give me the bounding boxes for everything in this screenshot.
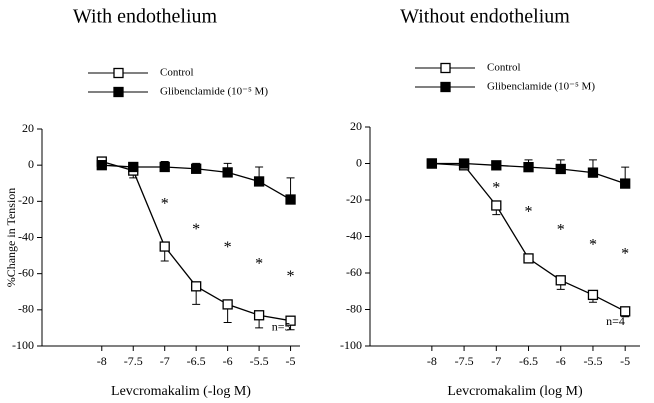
annotation: * — [224, 239, 232, 256]
marker — [523, 253, 534, 264]
y-tick-label: 0 — [28, 157, 34, 171]
legend-marker — [113, 86, 124, 98]
legend-marker — [440, 81, 451, 93]
x-axis-label: Levcromakalim (-log M) — [111, 384, 251, 399]
x-axis-label: Levcromakalim (log M) — [447, 384, 583, 399]
y-tick-label: 0 — [356, 155, 362, 169]
x-tick-label: -8 — [427, 354, 437, 368]
legend-label: Glibenclamide (10⁻⁵ M) — [487, 81, 595, 93]
marker — [191, 163, 202, 174]
marker — [96, 160, 107, 171]
marker — [620, 306, 631, 317]
x-tick-label: -7 — [160, 354, 170, 368]
marker — [222, 167, 233, 178]
y-tick-label: -100 — [12, 338, 34, 352]
x-tick-label: -6.5 — [519, 354, 538, 368]
x-tick-label: -6 — [556, 354, 566, 368]
legend-label: Control — [160, 67, 194, 79]
marker — [253, 310, 265, 321]
legend-label: Control — [487, 62, 521, 74]
x-tick-label: -7.5 — [124, 354, 143, 368]
y-tick-label: -40 — [18, 229, 34, 243]
marker — [555, 163, 566, 175]
marker — [587, 167, 599, 178]
legend-marker — [440, 62, 451, 74]
y-tick-label: 20 — [350, 119, 362, 133]
x-tick-label: -8 — [97, 354, 107, 368]
x-tick-label: -7 — [491, 354, 501, 368]
y-tick-label: -80 — [346, 301, 362, 315]
marker — [491, 160, 502, 171]
y-tick-label: -100 — [340, 338, 362, 352]
chart-title: With endothelium — [73, 6, 218, 28]
y-tick-label: -20 — [346, 192, 362, 206]
annotation: * — [621, 245, 629, 262]
marker — [253, 176, 265, 187]
marker — [285, 315, 296, 326]
annotation: * — [589, 236, 597, 253]
marker — [458, 158, 470, 169]
annotation: * — [161, 196, 169, 213]
x-tick-label: -5 — [286, 354, 296, 368]
annotation: * — [255, 255, 263, 272]
y-tick-label: -60 — [346, 265, 362, 279]
x-tick-label: -7.5 — [455, 354, 474, 368]
chart-title: Without endothelium — [400, 6, 570, 28]
y-axis-label: %Change in Tension — [4, 188, 18, 288]
y-tick-label: 20 — [22, 121, 34, 135]
x-tick-label: -6.5 — [187, 354, 206, 368]
x-tick-label: -5.5 — [583, 354, 602, 368]
marker — [426, 158, 438, 169]
marker — [523, 161, 534, 173]
y-tick-label: -40 — [346, 228, 362, 242]
marker — [491, 200, 502, 211]
y-tick-label: -60 — [18, 265, 34, 279]
annotation: * — [192, 221, 200, 238]
marker — [128, 161, 139, 173]
marker — [555, 275, 566, 286]
marker — [159, 241, 170, 252]
marker — [159, 161, 170, 173]
x-tick-label: -5 — [620, 354, 630, 368]
legend-label: Glibenclamide (10⁻⁵ M) — [160, 86, 268, 98]
marker — [620, 178, 631, 189]
y-tick-label: -20 — [18, 193, 34, 207]
x-tick-label: -6 — [223, 354, 233, 368]
marker — [191, 281, 202, 292]
annotation: * — [492, 180, 500, 197]
x-tick-label: -5.5 — [250, 354, 269, 368]
marker — [587, 289, 599, 301]
annotation: n=4 — [606, 314, 625, 328]
annotation: * — [287, 268, 295, 285]
y-tick-label: -80 — [18, 302, 34, 316]
annotation: * — [557, 222, 565, 239]
marker — [222, 299, 233, 310]
legend-marker — [113, 67, 124, 79]
annotation: * — [525, 203, 533, 220]
marker — [285, 194, 296, 205]
annotation: n=5 — [272, 320, 291, 334]
